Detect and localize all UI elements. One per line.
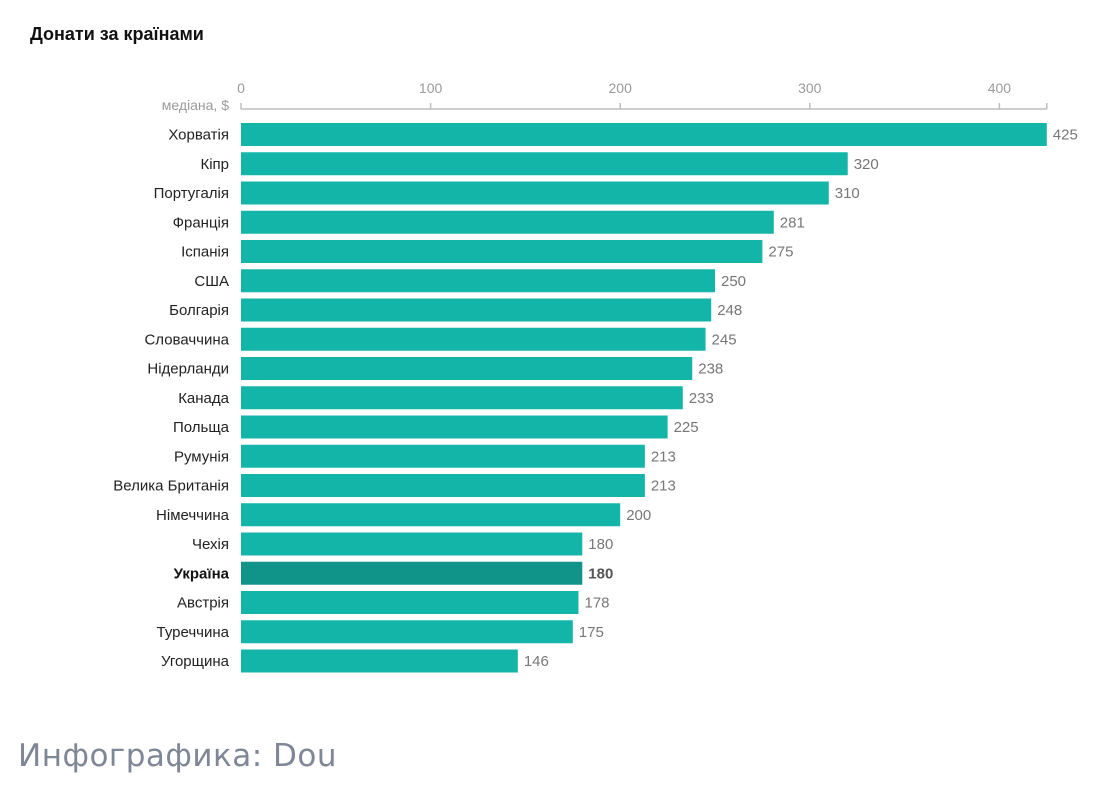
data-label: 275 bbox=[768, 244, 793, 261]
data-label: 250 bbox=[721, 273, 746, 290]
source-credit: Инфографика: Dou bbox=[18, 738, 338, 774]
category-label: Канада bbox=[178, 390, 229, 407]
category-label: Австрія bbox=[177, 595, 229, 612]
data-label: 233 bbox=[689, 390, 714, 407]
bar bbox=[241, 298, 712, 322]
bar bbox=[241, 561, 583, 585]
data-label: 200 bbox=[626, 507, 651, 524]
category-label: Хорватія bbox=[168, 127, 229, 144]
data-label: 425 bbox=[1053, 127, 1078, 144]
category-label: Нідерланди bbox=[147, 361, 229, 378]
data-label: 248 bbox=[717, 302, 742, 319]
bar bbox=[241, 123, 1047, 146]
bar bbox=[241, 269, 715, 293]
bar bbox=[241, 620, 573, 644]
x-tick-label: 0 bbox=[237, 80, 245, 96]
x-tick-label: 100 bbox=[419, 80, 443, 96]
data-label: 225 bbox=[674, 419, 699, 436]
data-label: 213 bbox=[651, 478, 676, 495]
data-label: 310 bbox=[835, 185, 860, 202]
data-label: 213 bbox=[651, 448, 676, 465]
bar bbox=[241, 474, 645, 497]
category-label: Німеччина bbox=[156, 507, 230, 524]
data-label: 245 bbox=[712, 331, 737, 348]
bar bbox=[241, 415, 668, 439]
data-label: 238 bbox=[698, 361, 723, 378]
chart-title: Донати за країнами bbox=[30, 24, 204, 44]
category-label: Туреччина bbox=[157, 624, 230, 641]
category-label: Україна bbox=[174, 565, 230, 582]
category-label: Чехія bbox=[192, 536, 229, 553]
data-label: 180 bbox=[588, 565, 613, 582]
category-label: Кіпр bbox=[200, 156, 229, 173]
bar bbox=[241, 503, 621, 527]
bar bbox=[241, 649, 518, 673]
bar bbox=[241, 532, 583, 556]
category-label: Франція bbox=[173, 214, 229, 231]
x-tick-label: 300 bbox=[798, 80, 822, 96]
bar bbox=[241, 152, 848, 176]
data-label: 281 bbox=[780, 214, 805, 231]
bar bbox=[241, 181, 829, 205]
data-label: 180 bbox=[588, 536, 613, 553]
category-label: Велика Британія bbox=[113, 478, 229, 495]
bar-chart: 0 100 200 300 400 медіана, $ Хорватія 425 Кіпр 32… bbox=[113, 80, 1078, 673]
bar bbox=[241, 327, 706, 351]
data-label: 146 bbox=[524, 653, 549, 670]
bar bbox=[241, 357, 693, 380]
category-label: Болгарія bbox=[169, 302, 229, 319]
data-label: 175 bbox=[579, 624, 604, 641]
bar bbox=[241, 240, 763, 263]
category-label: Угорщина bbox=[161, 653, 230, 670]
category-label: Польща bbox=[173, 419, 230, 436]
category-label: США bbox=[194, 273, 229, 290]
data-label: 178 bbox=[584, 595, 609, 612]
category-label: Іспанія bbox=[181, 244, 229, 261]
bar bbox=[241, 591, 579, 614]
data-label: 320 bbox=[854, 156, 879, 173]
bar bbox=[241, 444, 645, 468]
x-tick-label: 400 bbox=[988, 80, 1012, 96]
bar bbox=[241, 386, 683, 410]
x-tick-label: 200 bbox=[609, 80, 633, 96]
category-label: Румунія bbox=[174, 448, 229, 465]
category-label: Словаччина bbox=[144, 331, 229, 348]
x-axis-unit-label: медіана, $ bbox=[162, 97, 229, 113]
category-label: Португалія bbox=[154, 185, 229, 202]
bar bbox=[241, 210, 774, 234]
